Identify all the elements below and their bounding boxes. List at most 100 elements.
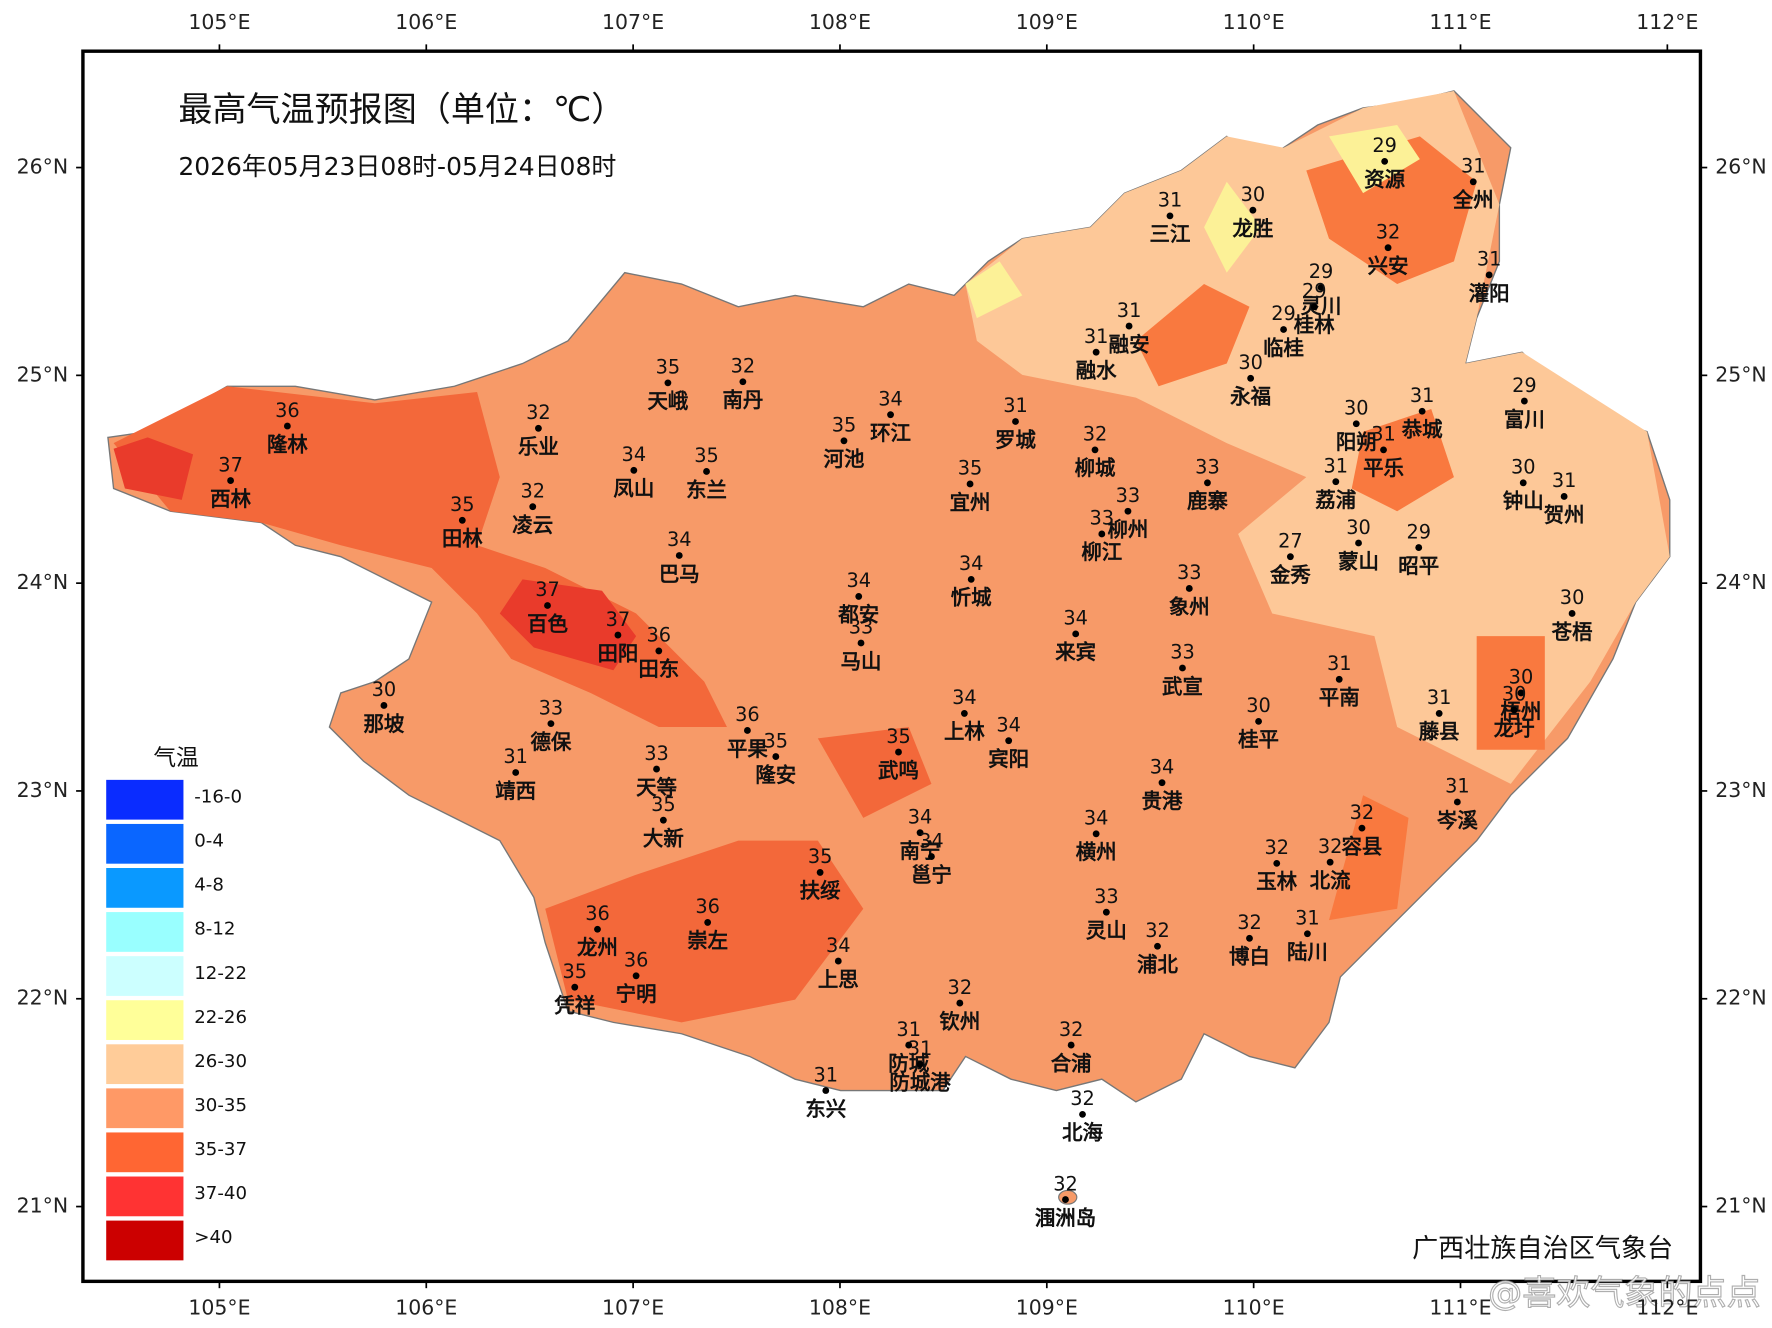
city-temp: 30 bbox=[1344, 396, 1369, 419]
city-dot bbox=[283, 422, 291, 430]
city-name: 巴马 bbox=[659, 562, 700, 586]
city-name: 容县 bbox=[1342, 834, 1383, 858]
city-name: 柳江 bbox=[1081, 540, 1122, 564]
city-name: 龙胜 bbox=[1232, 217, 1273, 241]
y-tick-label: 24°N bbox=[17, 570, 69, 594]
x-tick-label: 106°E bbox=[395, 10, 457, 34]
watermark: @喜欢气象的点点 bbox=[1488, 1273, 1761, 1313]
city-dot bbox=[1079, 1110, 1086, 1118]
city-dot bbox=[744, 727, 751, 734]
city-name: 平南 bbox=[1319, 686, 1360, 710]
city-dot bbox=[571, 983, 579, 991]
city-dot bbox=[1517, 689, 1525, 697]
city-temp: 35 bbox=[450, 493, 475, 516]
city-dot bbox=[1352, 420, 1360, 428]
city-temp: 30 bbox=[1241, 183, 1266, 206]
city-dot bbox=[529, 503, 537, 511]
city-temp: 32 bbox=[948, 976, 973, 999]
city-temp: 34 bbox=[959, 552, 984, 575]
city-name: 合浦 bbox=[1051, 1051, 1092, 1075]
city-temp: 34 bbox=[1084, 807, 1109, 830]
city-dot bbox=[594, 925, 601, 933]
city-temp: 32 bbox=[1070, 1087, 1095, 1110]
city-name: 靖西 bbox=[495, 779, 536, 803]
city-temp: 32 bbox=[526, 401, 551, 424]
city-name: 田东 bbox=[638, 657, 679, 681]
city-dot bbox=[1185, 585, 1193, 592]
city-dot bbox=[659, 816, 667, 824]
city-temp: 32 bbox=[1053, 1172, 1078, 1195]
city-temp: 31 bbox=[1295, 907, 1320, 930]
city-temp: 27 bbox=[1278, 529, 1303, 552]
legend-swatch bbox=[105, 1087, 185, 1130]
city-temp: 29 bbox=[1271, 302, 1296, 325]
city-name: 资源 bbox=[1364, 168, 1405, 192]
city-temp: 36 bbox=[695, 895, 720, 918]
city-temp: 31 bbox=[1427, 686, 1452, 709]
city-dot bbox=[1560, 493, 1568, 500]
y-tick-label: 26°N bbox=[1715, 155, 1767, 179]
city-name: 北海 bbox=[1062, 1121, 1103, 1145]
city-name: 忻城 bbox=[951, 586, 992, 610]
city-name: 邕宁 bbox=[911, 863, 952, 887]
city-dot bbox=[1415, 544, 1423, 551]
city-temp: 30 bbox=[372, 678, 397, 701]
very-hot-area bbox=[113, 437, 637, 671]
city-temp: 34 bbox=[952, 686, 977, 709]
city-name: 来宾 bbox=[1054, 640, 1096, 664]
city-name: 武宣 bbox=[1162, 674, 1203, 698]
hot-area bbox=[113, 386, 932, 1023]
city-temp: 30 bbox=[1246, 694, 1271, 717]
city-temp: 31 bbox=[1327, 652, 1352, 675]
city-temp: 34 bbox=[919, 829, 944, 852]
city-name: 都安 bbox=[837, 603, 879, 627]
city-dot bbox=[512, 769, 520, 776]
city-dot bbox=[544, 602, 551, 609]
city-temp: 29 bbox=[1512, 374, 1537, 397]
y-tick-label: 23°N bbox=[17, 778, 69, 802]
city-name: 阳朔 bbox=[1336, 430, 1377, 454]
city-name: 扶绥 bbox=[800, 879, 841, 903]
city-temp: 33 bbox=[1116, 484, 1141, 507]
x-tick-label: 109°E bbox=[1016, 1296, 1078, 1320]
city-temp: 31 bbox=[896, 1018, 921, 1041]
city-dot bbox=[928, 853, 935, 860]
city-temp: 32 bbox=[520, 479, 545, 502]
city-dot bbox=[1280, 326, 1287, 333]
city-name: 北流 bbox=[1310, 869, 1351, 893]
city-temp: 32 bbox=[1145, 919, 1170, 942]
legend-swatch bbox=[105, 778, 185, 821]
region bbox=[107, 90, 1671, 1205]
legend-label: 30-35 bbox=[194, 1095, 247, 1116]
city-dot bbox=[1067, 1041, 1075, 1049]
city-dot bbox=[1326, 858, 1334, 866]
city-temp: 32 bbox=[1237, 911, 1262, 934]
city-dot bbox=[653, 765, 660, 773]
city-name: 东兰 bbox=[686, 478, 727, 502]
city-dot bbox=[1310, 303, 1318, 311]
city-temp: 31 bbox=[1117, 299, 1142, 322]
city-dot bbox=[1510, 706, 1518, 714]
city-name: 昭平 bbox=[1398, 554, 1439, 578]
city-dot bbox=[1418, 407, 1426, 415]
city-name: 德保 bbox=[530, 730, 571, 754]
city-name: 龙圩 bbox=[1494, 716, 1535, 740]
city-temp: 36 bbox=[647, 624, 672, 647]
city-name: 马山 bbox=[841, 649, 882, 673]
legend-swatch bbox=[105, 955, 185, 998]
x-tick-label: 112°E bbox=[1636, 10, 1698, 34]
city-temp: 35 bbox=[694, 444, 719, 467]
city-temp: 30 bbox=[1511, 456, 1536, 479]
city-temp: 32 bbox=[1059, 1018, 1084, 1041]
x-tick-label: 111°E bbox=[1429, 1296, 1491, 1320]
city-dot bbox=[1249, 206, 1257, 214]
city-dot bbox=[1125, 322, 1133, 330]
city-dot bbox=[1255, 717, 1262, 725]
city-temp: 29 bbox=[1302, 279, 1327, 302]
city-dot bbox=[1332, 478, 1340, 486]
city-temp: 33 bbox=[1170, 641, 1195, 664]
city-dot bbox=[1485, 271, 1493, 279]
city-dot bbox=[614, 631, 622, 639]
city-name: 贺州 bbox=[1544, 503, 1585, 527]
city-name: 钟山 bbox=[1503, 489, 1544, 513]
